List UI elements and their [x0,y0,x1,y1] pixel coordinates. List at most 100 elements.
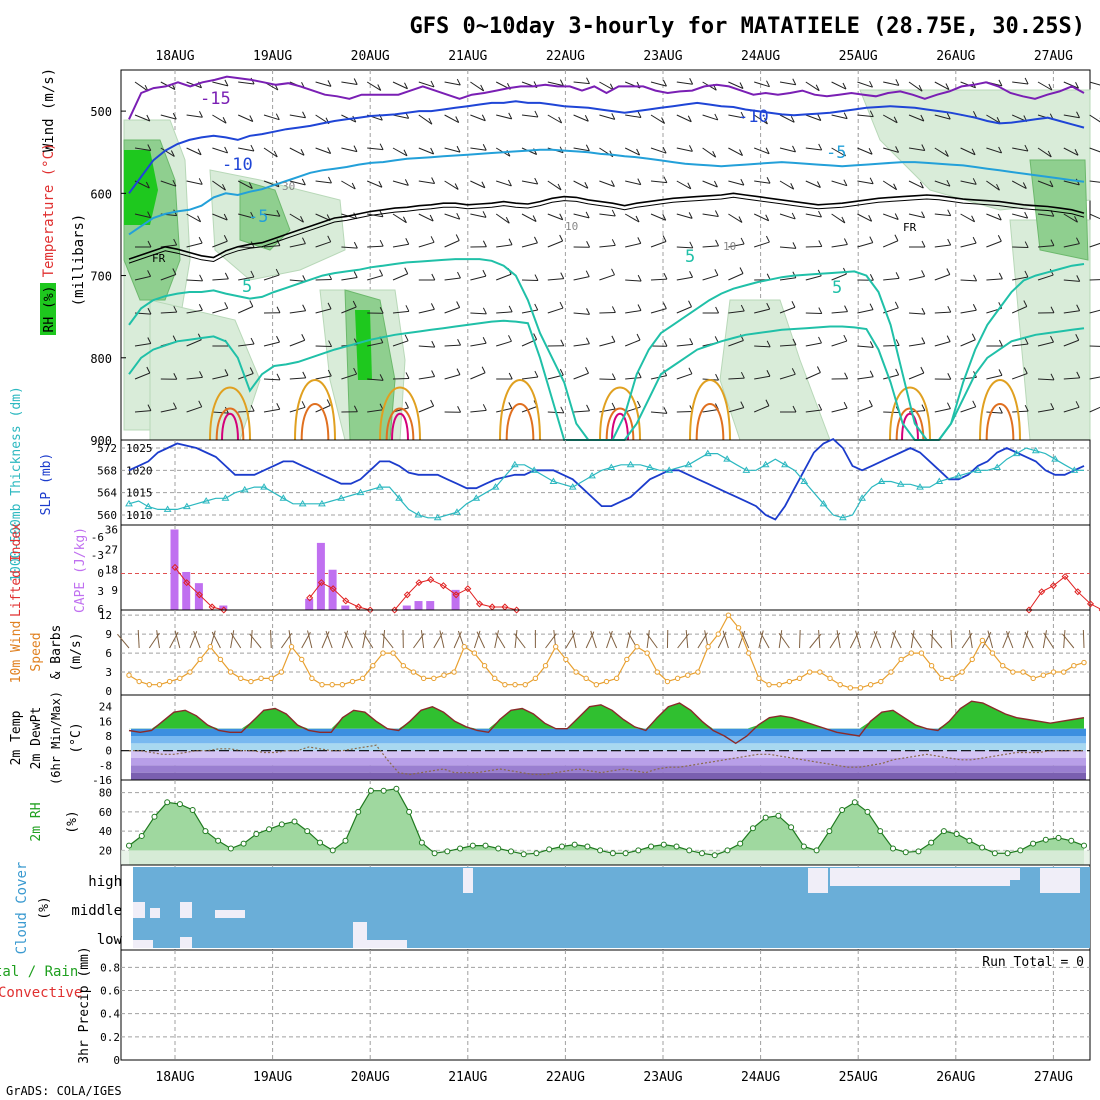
thickness-marker [646,463,654,471]
wind-barb-flag [610,180,615,187]
wind-barb [676,410,693,413]
rh-marker [737,840,744,847]
wind-barb-flag [843,179,848,186]
y-tick-label: 700 [90,270,112,284]
wind-barb [160,147,175,157]
panel-frame [120,949,1091,1061]
rh-marker [278,821,285,828]
wind-barb [547,114,562,124]
wind-barb [289,339,305,347]
isotherm-warm [889,386,931,441]
wind-barb-flag [584,182,589,189]
wind-barb-flag [972,178,977,185]
wind-speed-marker [786,678,793,685]
wind-barb [1089,345,1100,347]
wind-barb-flag [147,211,152,218]
wind-barb [238,410,255,413]
wind-barb-flag [663,407,668,414]
axis-label: Wind (m/s) [41,68,57,152]
thickness-marker [240,485,249,493]
wind-barb [599,274,615,281]
wind-barb [857,114,874,118]
wind-barb [728,213,743,223]
wind-barb [1063,180,1080,186]
wind-barb-flag [663,340,668,347]
freezing-level [128,196,1085,264]
wind-barb-flag [998,272,1003,280]
wind-barb [470,81,484,92]
wind-speed-marker [573,669,579,675]
wind-barb [836,630,841,649]
wind-barb-flag [869,80,873,88]
temp-band [131,750,1086,758]
wind-barb [420,630,425,649]
clear-patch [133,902,145,918]
rh-shade-dark [239,179,291,251]
wind-speed-marker [288,644,295,650]
y-tick-label: 1015 [126,487,153,500]
wind-barb-flag [586,308,590,315]
thickness-marker [819,499,828,507]
wind-barb [547,180,562,191]
wind-barb [341,306,357,314]
date-label-bottom: 19AUG [253,1070,292,1085]
lifted-index-marker [1086,600,1095,608]
slp-panel: 560 564 568 572 1010 1015 1020 1025 1000-500mb T… [9,386,1091,582]
wind-barb [779,373,796,380]
wind-barb-flag [276,306,281,313]
wind-barb [250,630,253,649]
wind-speed-marker [339,681,346,688]
wind-barb-flag [276,402,281,410]
rh-marker [215,837,222,844]
wind-barb [212,213,228,221]
wind-barb-flag [714,269,719,276]
wind-barb-flag [429,214,434,222]
wind-speed-marker [187,669,193,675]
wind-barb-flag [688,367,693,375]
wind-speed-marker [441,672,447,678]
wind-barb [590,630,597,649]
wind-barb-flag [739,149,743,156]
wind-speed-marker [197,656,203,663]
wind-barb [650,411,667,414]
wind-barb [759,632,770,649]
wind-barb-flag [327,147,332,154]
wind-barb-flag [764,117,768,125]
wind-barb [728,340,744,347]
wind-barb [1082,629,1085,649]
wind-barb [134,114,151,122]
wind-barb-flag [454,183,459,190]
wind-barb-flag [586,77,590,84]
axis-label: RH (%) [42,286,57,333]
wind-barb [1089,376,1100,380]
rh-panel: 20 40 60 80 2m RH (%) [29,779,1091,866]
wind-barb-flag [586,404,591,412]
panel-frame [120,439,1091,526]
wind-barb [1012,343,1029,347]
wind-barb [908,147,925,151]
wind-speed-marker [613,675,620,682]
wind-barb-flag [636,148,641,156]
wind-barb [805,114,822,121]
wind-barb [650,308,667,314]
axis-label: SLP (mb) [39,453,54,516]
wind-barb-flag [662,146,667,154]
wind-speed-marker [593,681,600,688]
run-total-label: Run Total = 0 [982,955,1084,970]
wind-barb [495,213,510,224]
wind-barb-flag [662,235,667,242]
wind-barb [238,81,255,85]
wind-barb-flag [199,274,204,282]
wind-barb [521,114,538,118]
isotherm [128,100,1085,194]
wind-barb [382,630,386,649]
wind-barb [470,342,487,347]
wind-barb [344,631,353,649]
wind-barb-flag [843,401,848,409]
lifted-index-marker [1049,582,1057,590]
wind-barb-flag [456,145,461,153]
wind-barb-flag [765,235,770,243]
isotherm-warm [499,379,541,441]
wind-barb [625,377,642,380]
